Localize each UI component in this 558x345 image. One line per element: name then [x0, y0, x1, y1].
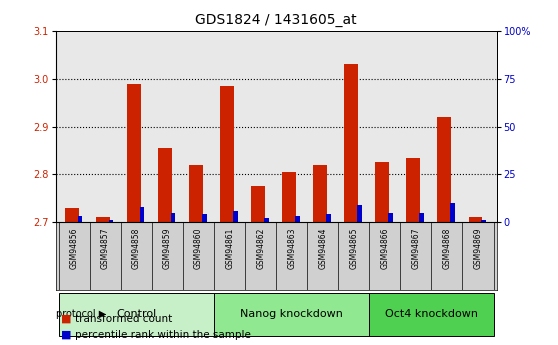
Bar	[264, 218, 268, 222]
Bar	[220, 86, 234, 222]
Text: GSM94868: GSM94868	[442, 228, 451, 269]
Bar	[96, 217, 110, 222]
Bar	[214, 293, 369, 336]
Text: GSM94858: GSM94858	[132, 228, 141, 269]
Text: transformed count: transformed count	[75, 314, 172, 324]
Bar	[78, 216, 83, 222]
Text: GSM94867: GSM94867	[411, 228, 420, 269]
Bar	[251, 186, 265, 222]
Bar	[369, 293, 493, 336]
Text: GSM94864: GSM94864	[318, 228, 328, 269]
Text: GSM94861: GSM94861	[225, 228, 234, 269]
Text: percentile rank within the sample: percentile rank within the sample	[75, 330, 251, 339]
Bar	[189, 165, 203, 222]
Text: GSM94866: GSM94866	[381, 228, 389, 269]
Text: GSM94862: GSM94862	[256, 228, 265, 269]
Bar	[357, 205, 362, 222]
Text: Oct4 knockdown: Oct4 knockdown	[385, 309, 478, 319]
Bar	[233, 211, 238, 222]
Bar	[295, 216, 300, 222]
Bar	[313, 165, 328, 222]
Bar	[469, 217, 483, 222]
Text: Nanog knockdown: Nanog knockdown	[240, 309, 343, 319]
Text: GSM94863: GSM94863	[287, 228, 296, 269]
Bar	[437, 117, 451, 222]
Bar	[202, 215, 206, 222]
Text: ■: ■	[61, 314, 72, 324]
Text: Control: Control	[117, 309, 157, 319]
Bar	[450, 203, 455, 222]
Bar	[419, 213, 424, 222]
Bar	[171, 213, 175, 222]
Bar	[59, 293, 214, 336]
Bar	[481, 220, 486, 222]
Text: GSM94859: GSM94859	[163, 228, 172, 269]
Text: GSM94860: GSM94860	[194, 228, 203, 269]
Text: ■: ■	[61, 330, 72, 339]
Bar	[406, 158, 420, 222]
Bar	[376, 162, 389, 222]
Bar	[140, 207, 145, 222]
Text: GSM94869: GSM94869	[474, 228, 483, 269]
Bar	[127, 83, 141, 222]
Bar	[344, 65, 358, 222]
Text: GSM94857: GSM94857	[101, 228, 110, 269]
Text: GSM94856: GSM94856	[70, 228, 79, 269]
Bar	[326, 215, 331, 222]
Text: GSM94865: GSM94865	[349, 228, 358, 269]
Bar	[388, 213, 393, 222]
Text: protocol ▶: protocol ▶	[56, 309, 107, 319]
Bar	[158, 148, 172, 222]
Title: GDS1824 / 1431605_at: GDS1824 / 1431605_at	[195, 13, 357, 27]
Bar	[282, 172, 296, 222]
Bar	[109, 220, 113, 222]
Bar	[65, 208, 79, 222]
